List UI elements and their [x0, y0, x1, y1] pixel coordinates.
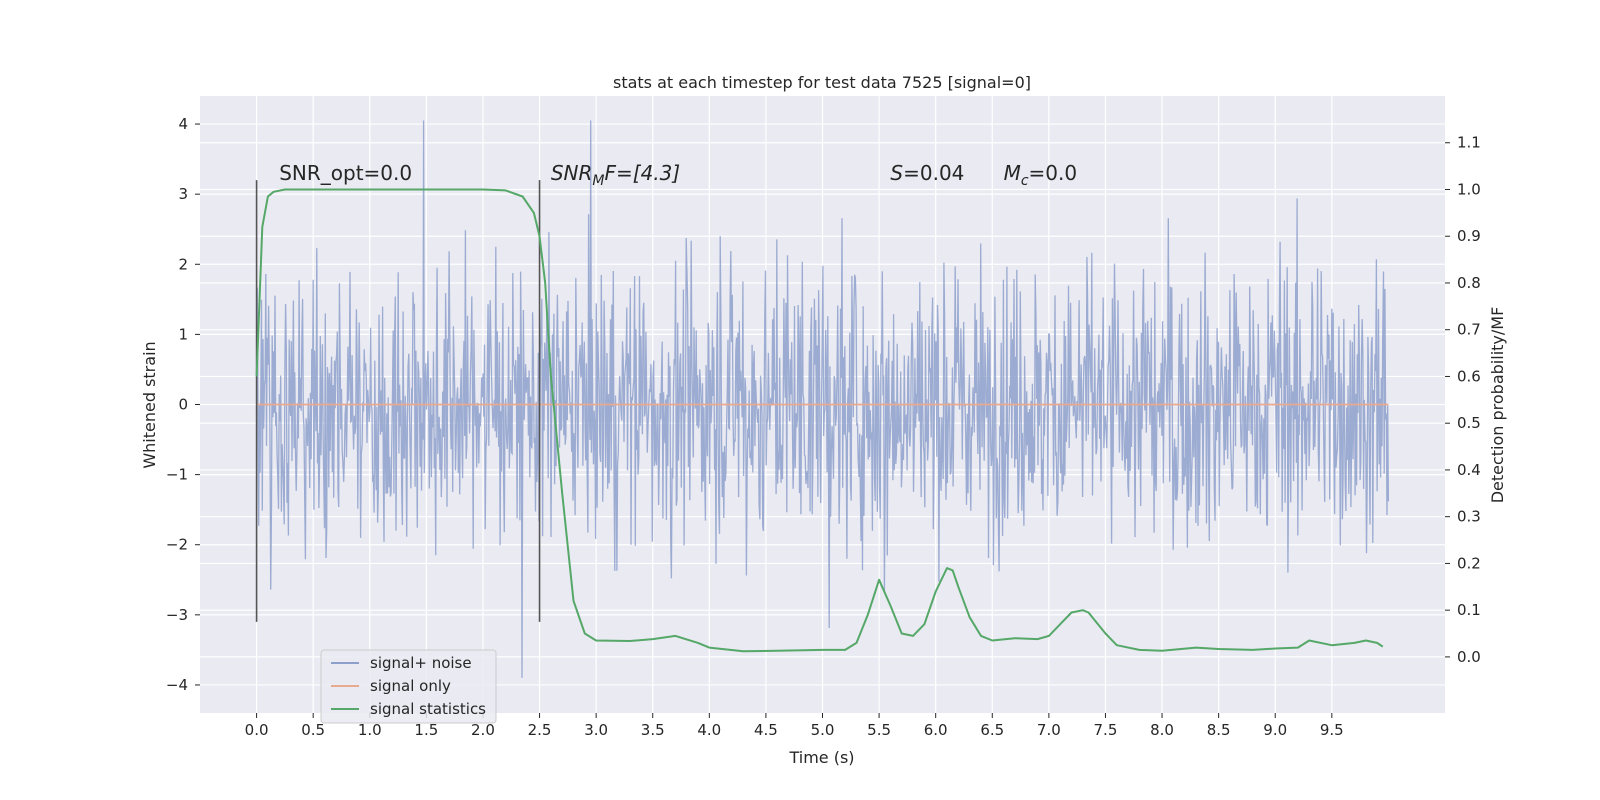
y2-tick-label: 0.1 [1457, 601, 1481, 619]
x-tick-label: 7.5 [1094, 721, 1118, 739]
annotation-text: Mc=0.0 [1004, 161, 1078, 189]
y2-tick-label: 0.4 [1457, 461, 1481, 479]
x-tick-label: 6.0 [924, 721, 948, 739]
legend-box [320, 649, 497, 724]
y-axis-label: Whitened strain [140, 341, 159, 468]
y-tick-label: 0 [178, 396, 188, 414]
x-tick-label: 2.0 [471, 721, 495, 739]
x-tick-label: 1.5 [414, 721, 438, 739]
y-tick-label: 4 [178, 115, 188, 133]
y2-tick-label: 0.2 [1457, 554, 1481, 572]
x-tick-label: 6.5 [980, 721, 1004, 739]
y2-tick-label: 0.9 [1457, 227, 1481, 245]
y-tick-label: 1 [178, 325, 188, 343]
x-tick-label: 5.0 [811, 721, 835, 739]
x-tick-label: 8.5 [1207, 721, 1231, 739]
x-tick-label: 7.0 [1037, 721, 1061, 739]
x-tick-label: 4.5 [754, 721, 778, 739]
x-axis-ticks: 0.0 0.5 1.0 1.5 2.0 2.5 3.0 3.5 4.0 4.5 5.0 5.5 6.0 6… [245, 713, 1344, 739]
y-tick-label: −4 [166, 676, 188, 694]
y2-axis-label: Detection probability/MF [1488, 307, 1507, 504]
y2-tick-label: 0.6 [1457, 367, 1481, 385]
signal-statistics-line [255, 188, 1384, 653]
noise-trace [255, 120, 1390, 678]
y-tick-label: −3 [166, 606, 188, 624]
x-axis-label: Time (s) [788, 748, 854, 767]
annotations: SNR_opt=0.0 SNRMF=[4.3] S=0.04 Mc=0.0 [279, 161, 1077, 189]
x-tick-label: 2.5 [528, 721, 552, 739]
y2-tick-label: 1.1 [1457, 134, 1481, 152]
y2-tick-label: 0.3 [1457, 508, 1481, 526]
x-tick-label: 3.0 [584, 721, 608, 739]
legend-label-signal-statistics: signal statistics [370, 700, 486, 718]
legend-label-signal-noise: signal+ noise [370, 654, 472, 672]
chart-title: stats at each timestep for test data 752… [613, 73, 1031, 92]
x-tick-label: 9.0 [1263, 721, 1287, 739]
x-tick-label: 0.0 [245, 721, 269, 739]
x-tick-label: 1.0 [358, 721, 382, 739]
series-signal-statistics [255, 188, 1384, 653]
y2-tick-label: 0.7 [1457, 321, 1481, 339]
y2-tick-label: 1.0 [1457, 180, 1481, 198]
y-tick-label: 3 [178, 185, 188, 203]
vertical-markers [255, 180, 541, 622]
y-tick-label: 2 [178, 255, 188, 273]
x-tick-label: 3.5 [641, 721, 665, 739]
annotation-text: SNRMF=[4.3] [551, 161, 680, 189]
y-tick-label: −2 [166, 536, 188, 554]
y2-tick-label: 0.8 [1457, 274, 1481, 292]
y2-axis-ticks: 1.1 1.0 0.9 0.8 0.7 0.6 0.5 0.4 0.3 0.2 0.1 0.0 [1445, 134, 1481, 666]
y-tick-label: −1 [166, 466, 188, 484]
series-signal-noise [255, 120, 1390, 678]
annotation-text: S=0.04 [890, 161, 964, 185]
x-tick-label: 9.5 [1320, 721, 1344, 739]
y2-tick-label: 0.0 [1457, 648, 1481, 666]
x-tick-label: 5.5 [867, 721, 891, 739]
legend: signal+ noise signal only signal statist… [320, 649, 497, 724]
x-tick-label: 4.0 [697, 721, 721, 739]
x-tick-label: 0.5 [301, 721, 325, 739]
y-axis-ticks: 4 3 2 1 0 −1 −2 −3 −4 [166, 115, 200, 694]
annotation-text: SNR_opt=0.0 [279, 161, 412, 185]
legend-label-signal-only: signal only [370, 677, 451, 695]
x-tick-label: 8.0 [1150, 721, 1174, 739]
y2-tick-label: 0.5 [1457, 414, 1481, 432]
